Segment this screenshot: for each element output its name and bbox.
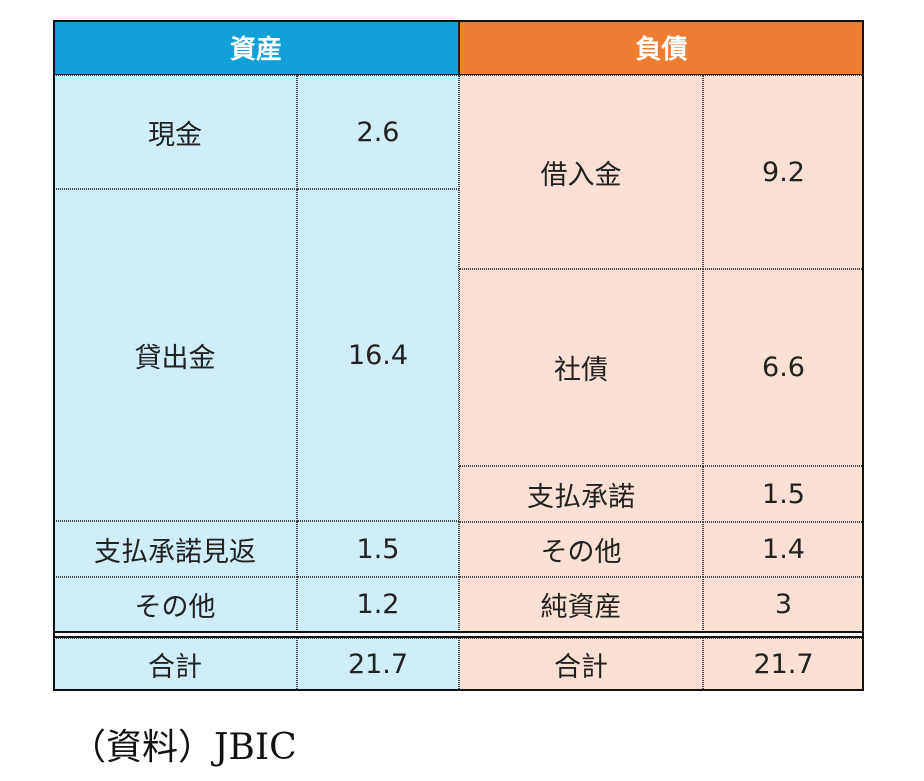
item-label: 社債 — [459, 269, 703, 466]
item-label: その他 — [53, 577, 297, 632]
item-value: 1.5 — [703, 466, 864, 522]
double-line — [53, 631, 864, 633]
double-line — [53, 636, 864, 638]
total-label: 合計 — [53, 638, 297, 691]
item-value: 6.6 — [703, 269, 864, 466]
item-label: 貸出金 — [53, 189, 297, 521]
total-value: 21.7 — [297, 638, 459, 691]
total-value: 21.7 — [703, 638, 864, 691]
item-label: 支払承諾 — [459, 466, 703, 522]
header-liabilities: 負債 — [459, 20, 864, 75]
source-note: （資料）JBIC — [70, 727, 297, 768]
header-assets: 資産 — [53, 20, 459, 75]
item-label: その他 — [459, 522, 703, 577]
item-label: 純資産 — [459, 577, 703, 632]
item-value: 9.2 — [703, 75, 864, 269]
total-label: 合計 — [459, 638, 703, 691]
item-value: 1.5 — [297, 521, 459, 577]
item-label: 借入金 — [459, 75, 703, 269]
item-value: 1.4 — [703, 522, 864, 577]
item-value: 1.2 — [297, 577, 459, 632]
item-value: 3 — [703, 577, 864, 632]
item-label: 現金 — [53, 75, 297, 189]
item-value: 16.4 — [297, 189, 459, 521]
item-value: 2.6 — [297, 75, 459, 189]
item-label: 支払承諾見返 — [53, 521, 297, 577]
